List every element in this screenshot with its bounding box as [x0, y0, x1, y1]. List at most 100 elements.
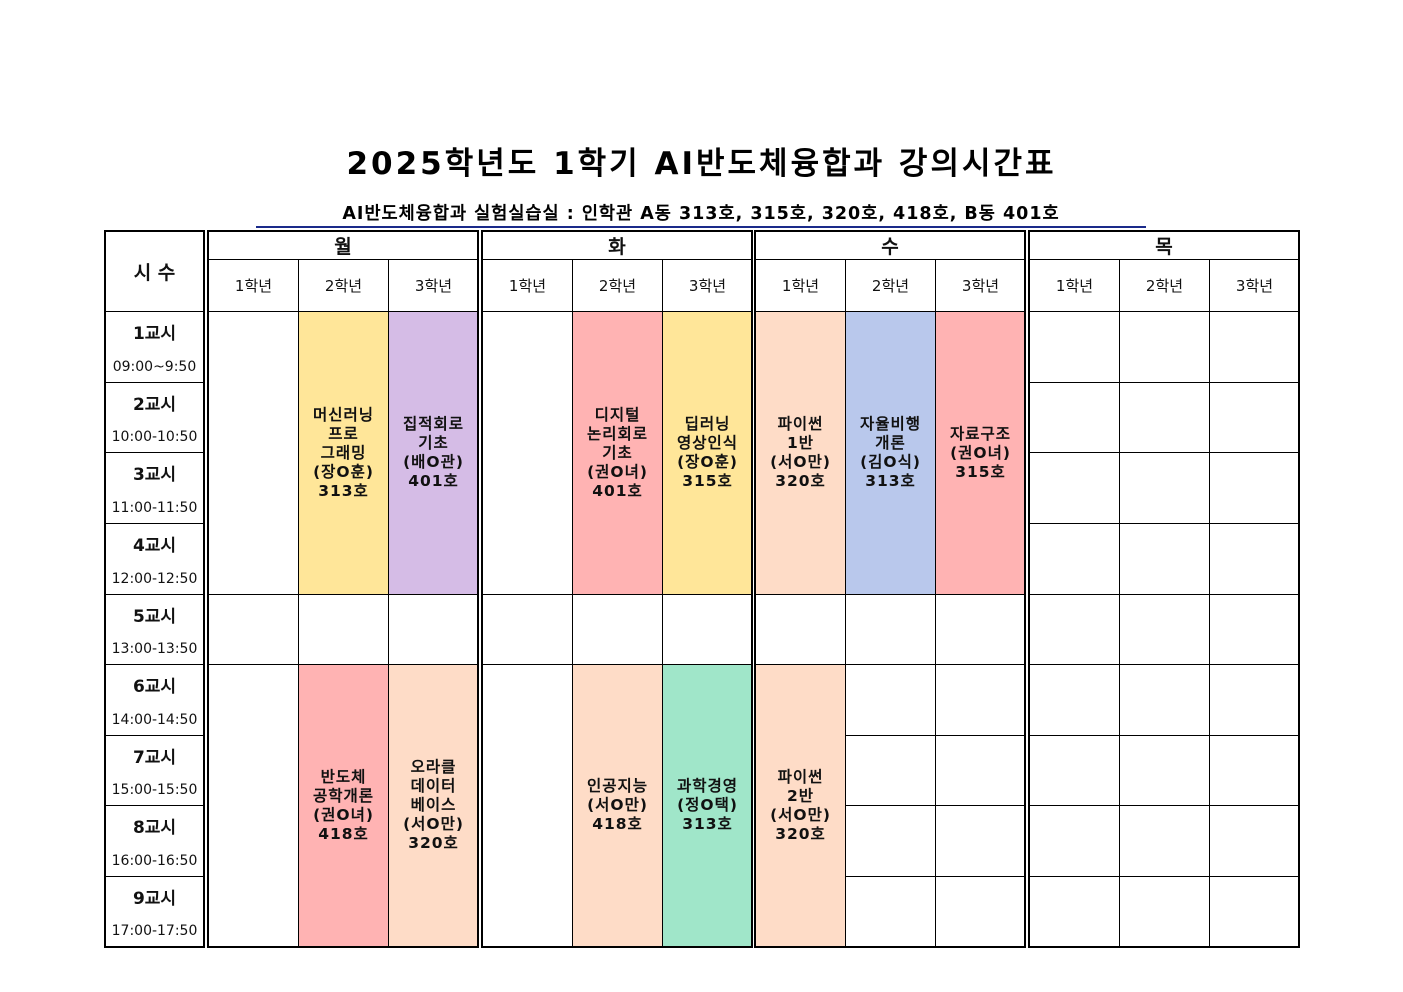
period-time: 13:00-13:50 — [111, 641, 198, 657]
grade-label: 2학년 — [1145, 277, 1184, 295]
course-text-line: 315호 — [682, 472, 733, 490]
period-time: 15:00-15:50 — [111, 782, 198, 798]
period-cell: 9교시 17:00-17:50 — [105, 876, 204, 947]
period-cell: 3교시 11:00-11:50 — [105, 452, 204, 524]
empty-slot — [845, 735, 936, 806]
empty-slot — [1029, 735, 1120, 806]
empty-slot — [1119, 876, 1210, 947]
course-text-line: 401호 — [408, 472, 459, 490]
grade-label: 1학년 — [508, 277, 547, 295]
day-header: 목 — [1029, 231, 1299, 260]
empty-slot — [1119, 735, 1210, 806]
course-text-line: 프로 — [328, 424, 359, 443]
course-text-line: (정O택) — [677, 796, 738, 814]
course-text-line: 베이스 — [410, 796, 457, 814]
course-text-line: 파이썬 — [777, 767, 824, 786]
course-text-line: 개론 — [875, 434, 906, 452]
grade-header: 3학년 — [935, 259, 1026, 312]
course-text-line: 313호 — [318, 481, 369, 500]
course-block: 자료구조 (권O녀) 315호 — [935, 311, 1026, 595]
course-block: 파이썬 1반 (서O만) 320호 — [755, 311, 846, 595]
empty-slot — [1029, 594, 1120, 665]
course-block: 파이썬 2반 (서O만) 320호 — [755, 664, 846, 947]
empty-slot — [1119, 594, 1210, 665]
course-text-line: 자료구조 — [949, 424, 1012, 443]
course-text-line: 418호 — [592, 815, 643, 833]
course-text-line: (배O관) — [403, 453, 464, 471]
empty-slot — [1209, 594, 1300, 665]
empty-slot — [1209, 664, 1300, 736]
empty-slot — [1029, 452, 1120, 524]
course-text-line: 집적회로 — [402, 415, 465, 433]
course-text-line: 파이썬 — [777, 415, 824, 433]
empty-slot — [1029, 805, 1120, 877]
page-title: 2025학년도 1학기 AI반도체융합과 강의시간표 — [346, 146, 1057, 182]
course-text-line: 그래밍 — [320, 443, 367, 462]
empty-slot — [1119, 523, 1210, 595]
empty-slot — [1209, 523, 1300, 595]
course-text-line: 2반 — [786, 786, 815, 805]
period-time: 09:00~9:50 — [112, 358, 197, 375]
lab-rooms-subtitle: AI반도체융합과 실험실습실 : 인학관 A동 313호, 315호, 320호… — [256, 200, 1146, 228]
empty-slot — [482, 664, 573, 947]
time-header-label: 시 수 — [133, 262, 176, 284]
course-text-line: 기초 — [602, 443, 633, 462]
course-text-line: 논리회로 — [586, 424, 649, 443]
course-text-line: 인공지능 — [586, 777, 649, 795]
period-label: 5교시 — [132, 607, 177, 627]
empty-slot — [1209, 311, 1300, 383]
course-text-line: (권O녀) — [313, 805, 374, 824]
grade-header: 1학년 — [1029, 259, 1120, 312]
course-text-line: 418호 — [318, 824, 369, 843]
grade-label: 3학년 — [1235, 277, 1274, 295]
course-block: 인공지능 (서O만) 418호 — [572, 664, 663, 947]
grade-label: 3학년 — [688, 277, 727, 295]
period-time: 11:00-11:50 — [111, 499, 198, 516]
course-text-line: (장O훈) — [313, 462, 374, 481]
period-label: 7교시 — [132, 748, 177, 768]
grade-header: 1학년 — [755, 259, 846, 312]
course-text-line: 315호 — [955, 462, 1006, 481]
course-block: 반도체 공학개론 (권O녀) 418호 — [298, 664, 389, 947]
period-label: 4교시 — [132, 536, 177, 557]
grade-header: 2학년 — [845, 259, 936, 312]
empty-slot — [1209, 805, 1300, 877]
grade-label: 3학년 — [961, 277, 1000, 295]
period-label: 6교시 — [132, 677, 177, 698]
course-block: 딥러닝 영상인식 (장O훈) 315호 — [662, 311, 753, 595]
grade-header: 2학년 — [572, 259, 663, 312]
grade-header: 3학년 — [662, 259, 753, 312]
empty-slot — [1029, 664, 1120, 736]
period-label: 3교시 — [132, 465, 177, 486]
course-text-line: (권O녀) — [587, 462, 648, 481]
empty-slot — [1209, 382, 1300, 453]
grade-label: 2학년 — [871, 277, 910, 295]
day-header: 수 — [755, 231, 1025, 260]
empty-slot — [388, 594, 479, 665]
empty-slot — [1119, 664, 1210, 736]
empty-slot — [1119, 805, 1210, 877]
course-text-line: (김O식) — [860, 453, 921, 471]
grade-header: 3학년 — [1209, 259, 1300, 312]
grade-label: 2학년 — [598, 277, 637, 295]
period-label: 2교시 — [132, 395, 177, 415]
course-block: 디지털 논리회로 기초 (권O녀) 401호 — [572, 311, 663, 595]
grade-label: 1학년 — [781, 277, 820, 295]
empty-slot — [208, 311, 299, 595]
course-text-line: 1반 — [786, 434, 815, 452]
course-text-line: 영상인식 — [676, 434, 739, 452]
course-block: 자율비행 개론 (김O식) 313호 — [845, 311, 936, 595]
empty-slot — [845, 594, 936, 665]
course-text-line: 공학개론 — [312, 786, 375, 805]
empty-slot — [1209, 735, 1300, 806]
course-block: 머신러닝 프로 그래밍 (장O훈) 313호 — [298, 311, 389, 595]
time-header: 시 수 — [105, 231, 204, 312]
grade-header: 3학년 — [388, 259, 479, 312]
day-name: 목 — [1155, 236, 1173, 258]
period-time: 12:00-12:50 — [111, 570, 198, 587]
course-text-line: 데이터 — [410, 777, 457, 795]
period-time: 17:00-17:50 — [111, 923, 198, 939]
empty-slot — [935, 876, 1026, 947]
grade-header: 2학년 — [1119, 259, 1210, 312]
course-text-line: 딥러닝 — [684, 415, 731, 433]
